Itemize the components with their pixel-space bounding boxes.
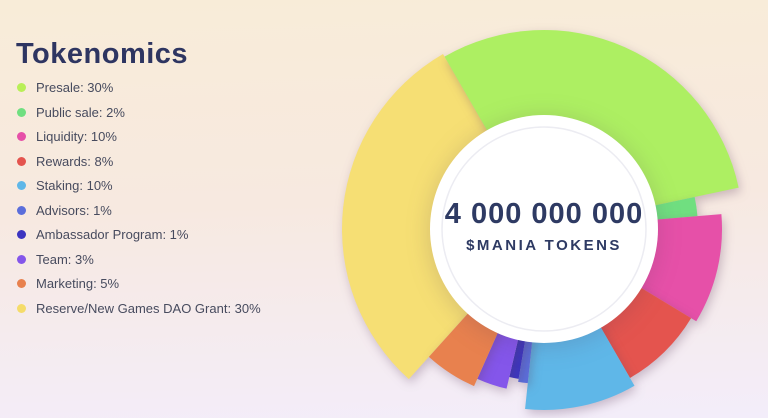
legend-label: Presale: 30% <box>36 80 114 95</box>
legend-label: Public sale: 2% <box>36 104 125 120</box>
legend-dot-icon <box>17 279 26 288</box>
page-title: Tokenomics <box>16 38 189 70</box>
legend-dot-icon <box>17 230 26 239</box>
legend-dot-icon <box>17 156 26 166</box>
legend-item: Advisors: 1% <box>17 204 261 217</box>
legend-label: Marketing: 5% <box>36 276 120 291</box>
legend-label: Advisors: 1% <box>36 202 112 218</box>
legend-item: Presale: 30% <box>17 81 261 94</box>
donut-center-text: 4 000 000 000 $MANIA TOKENS <box>445 198 643 254</box>
donut-center-ring <box>441 126 647 332</box>
legend-dot-icon <box>17 83 26 92</box>
legend-item: Ambassador Program: 1% <box>17 228 261 241</box>
token-name: $MANIA TOKENS <box>466 237 622 255</box>
legend-item: Rewards: 8% <box>17 155 261 168</box>
legend-item: Marketing: 5% <box>17 277 261 290</box>
legend-label: Reserve/New Games DAO Grant: 30% <box>36 300 261 316</box>
legend-label: Staking: 10% <box>36 178 113 193</box>
legend-dot-icon <box>17 205 26 215</box>
legend-dot-icon <box>17 181 26 190</box>
legend-label: Team: 3% <box>36 251 94 267</box>
chart-legend: Presale: 30% Public sale: 2% Liquidity: 10… <box>17 81 261 326</box>
total-supply: 4 000 000 000 <box>444 198 644 231</box>
legend-dot-icon <box>17 254 26 264</box>
legend-item: Liquidity: 10% <box>17 130 261 143</box>
legend-label: Liquidity: 10% <box>36 129 117 144</box>
legend-dot-icon <box>17 132 26 141</box>
legend-item: Team: 3% <box>17 253 261 266</box>
legend-item: Public sale: 2% <box>17 106 261 119</box>
legend-dot-icon <box>17 107 26 117</box>
legend-item: Staking: 10% <box>17 179 261 192</box>
legend-label: Ambassador Program: 1% <box>36 227 189 242</box>
legend-dot-icon <box>17 303 26 313</box>
donut-center-disc <box>430 115 658 343</box>
tokenomics-chart: 4 000 000 000 $MANIA TOKENS <box>324 9 764 418</box>
tokenomics-donut-chart <box>341 30 739 411</box>
legend-item: Reserve/New Games DAO Grant: 30% <box>17 302 261 315</box>
legend-label: Rewards: 8% <box>36 153 114 169</box>
